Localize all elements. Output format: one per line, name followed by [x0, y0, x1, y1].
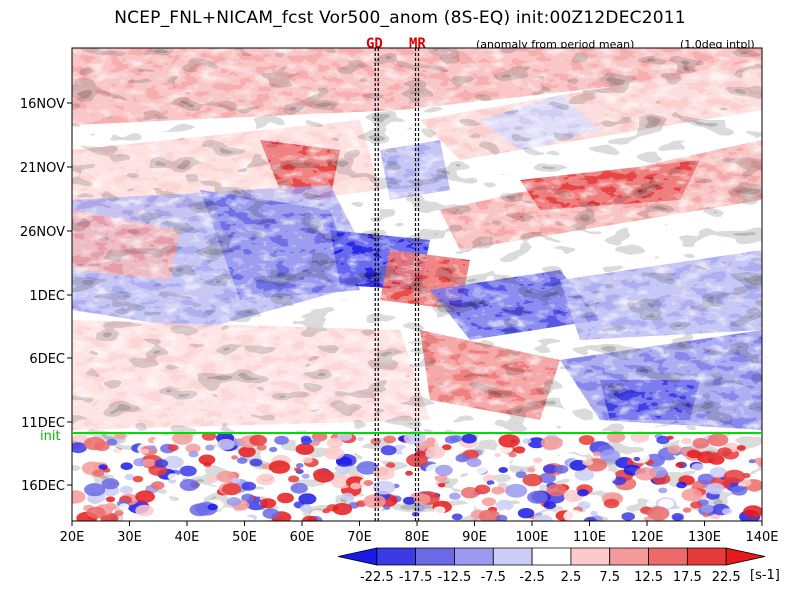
colorbar-level-label: 17.5	[673, 570, 702, 585]
colorbar-level-label: -22.5	[360, 570, 394, 585]
colorbar-swatch	[531, 547, 572, 566]
colorbar-swatch	[492, 547, 533, 566]
x-tick-label: 70E	[347, 530, 372, 545]
x-tick-label: 80E	[405, 530, 430, 545]
colorbar-level-label: -17.5	[399, 570, 433, 585]
colorbar-level-label: -2.5	[519, 570, 544, 585]
x-tick-label: 100E	[515, 530, 548, 545]
colorbar-unit: [s-1]	[750, 568, 780, 583]
x-tick-label: 30E	[117, 530, 142, 545]
colorbar: -22.5 -17.5 -12.5 -7.5 -2.5 2.5 7.5 12.5 17.5 22.…	[337, 547, 766, 585]
y-tick-label: 6DEC	[29, 352, 65, 367]
colorbar-swatch	[609, 547, 649, 566]
colorbar-level-label: -7.5	[481, 570, 506, 585]
x-tick-label: 40E	[175, 530, 200, 545]
colorbar-level-label: 2.5	[561, 570, 582, 585]
x-tick-label: 50E	[232, 530, 257, 545]
colorbar-level-label: 12.5	[634, 570, 663, 585]
y-tick-label: 1DEC	[29, 289, 65, 304]
x-tick-label: 20E	[60, 530, 85, 545]
colorbar-swatch	[570, 547, 611, 566]
colorbar-level-label: 22.5	[712, 570, 741, 585]
y-tick-label: 26NOV	[20, 225, 65, 240]
y-tick-label: 16NOV	[20, 97, 65, 112]
colorbar-level-label: -12.5	[438, 570, 472, 585]
x-tick-label: 90E	[462, 530, 487, 545]
x-tick-label: 120E	[630, 530, 663, 545]
y-tick-label: 16DEC	[21, 479, 65, 494]
x-tick-label: 60E	[290, 530, 315, 545]
x-tick-label: 140E	[745, 530, 778, 545]
colorbar-swatch	[337, 547, 378, 566]
y-tick-label: 11DEC	[21, 416, 65, 431]
colorbar-swatch	[376, 547, 417, 566]
colorbar-swatch	[454, 547, 494, 566]
colorbar-swatch	[686, 547, 727, 566]
x-tick-label: 130E	[688, 530, 721, 545]
init-label: init	[40, 429, 61, 444]
colorbar-swatch	[415, 547, 455, 566]
x-tick-label: 110E	[573, 530, 606, 545]
colorbar-swatch	[725, 547, 766, 566]
colorbar-level-label: 7.5	[599, 570, 620, 585]
y-tick-label: 21NOV	[20, 161, 65, 176]
colorbar-swatch	[648, 547, 688, 566]
chart-title: NCEP_FNL+NICAM_fcst Vor500_anom (8S-EQ) …	[114, 8, 686, 28]
